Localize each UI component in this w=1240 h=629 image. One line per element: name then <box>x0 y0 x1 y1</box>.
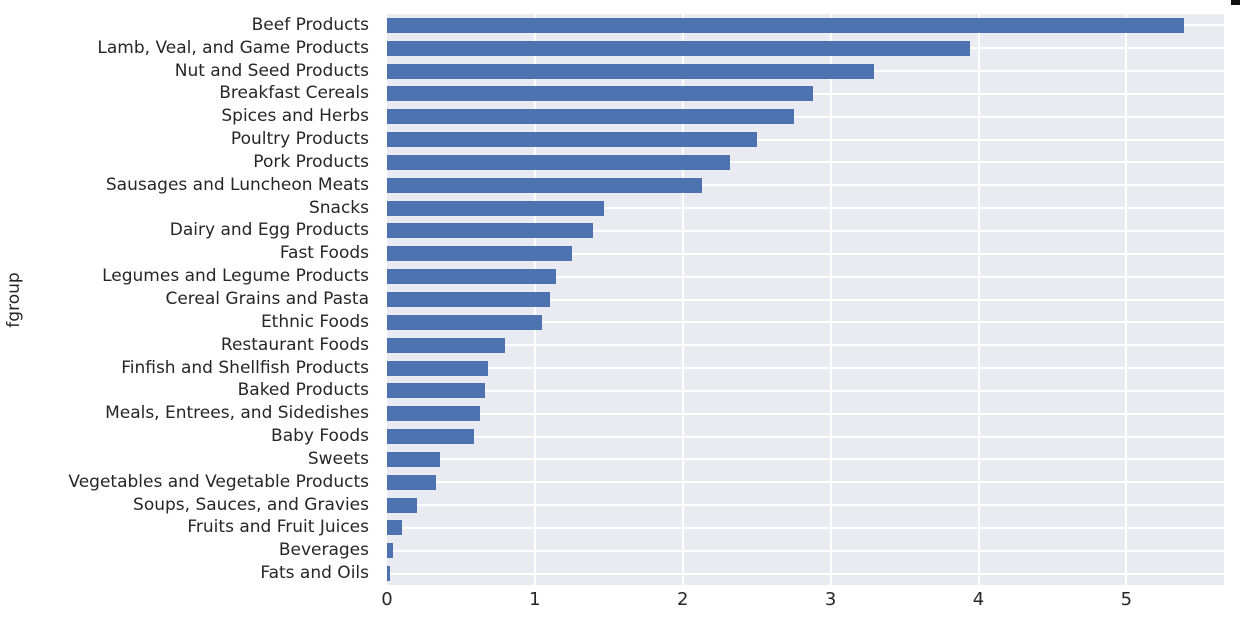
bar <box>387 200 605 216</box>
horizontal-gridline <box>387 367 1224 370</box>
x-axis: 0 1 2 3 4 5 <box>381 589 1224 617</box>
bar <box>387 474 436 490</box>
bar <box>387 497 417 513</box>
bar <box>387 223 593 239</box>
bar <box>387 109 794 125</box>
bar <box>387 383 485 399</box>
category-label: Beef Products <box>251 14 369 35</box>
horizontal-gridline <box>387 138 1224 141</box>
category-label: Lamb, Veal, and Game Products <box>97 37 369 58</box>
bar <box>387 86 813 102</box>
horizontal-gridline <box>387 504 1224 507</box>
bar <box>387 314 543 330</box>
horizontal-gridline <box>387 252 1224 255</box>
bar <box>387 269 556 285</box>
bar <box>387 337 506 353</box>
category-label: Cereal Grains and Pasta <box>165 289 369 309</box>
category-label: Fats and Oils <box>260 563 369 584</box>
horizontal-gridline <box>387 161 1224 164</box>
category-label: Vegetables and Vegetable Products <box>68 471 369 492</box>
category-label: Snacks <box>308 197 369 218</box>
x-tick-label: 5 <box>1120 589 1133 610</box>
category-label: Breakfast Cereals <box>219 83 369 104</box>
category-label: Fruits and Fruit Juices <box>187 517 369 538</box>
plot-area <box>387 14 1224 585</box>
horizontal-gridline <box>387 115 1224 118</box>
horizontal-gridline <box>387 572 1224 575</box>
category-label: Fast Foods <box>279 243 369 264</box>
horizontal-gridline <box>387 298 1224 301</box>
horizontal-gridline <box>387 481 1224 484</box>
category-label: Finfish and Shellfish Products <box>121 357 369 378</box>
bar <box>387 246 572 262</box>
category-label: Soups, Sauces, and Gravies <box>133 494 369 515</box>
category-label: Sausages and Luncheon Meats <box>105 174 369 195</box>
bar <box>387 566 390 582</box>
category-label: Spices and Herbs <box>221 106 369 127</box>
x-tick-label: 1 <box>529 589 541 610</box>
horizontal-gridline <box>387 526 1224 529</box>
horizontal-gridline <box>387 321 1224 324</box>
horizontal-gridline <box>387 207 1224 210</box>
bar <box>387 292 550 307</box>
x-tick-label: 3 <box>824 589 837 610</box>
x-tick-label: 0 <box>381 589 393 610</box>
bar <box>387 17 1185 33</box>
category-label: Restaurant Foods <box>220 334 369 355</box>
category-label: Nut and Seed Products <box>174 60 369 81</box>
horizontal-gridline <box>387 458 1224 461</box>
category-label: Legumes and Legume Products <box>102 266 369 287</box>
category-label: Meals, Entrees, and Sidedishes <box>105 403 369 424</box>
horizontal-gridline <box>387 389 1224 392</box>
horizontal-gridline <box>387 184 1224 187</box>
x-tick-label: 4 <box>972 589 985 610</box>
bar <box>387 360 488 376</box>
horizontal-gridline <box>387 412 1224 415</box>
horizontal-gridline <box>387 229 1224 232</box>
bar <box>387 132 757 148</box>
category-label: Ethnic Foods <box>260 311 369 332</box>
bar <box>387 40 970 56</box>
category-label: Dairy and Egg Products <box>169 220 369 241</box>
x-tick-label: 2 <box>677 589 689 610</box>
horizontal-gridline <box>387 435 1224 438</box>
category-label: Baby Foods <box>271 426 369 447</box>
bar <box>387 429 475 445</box>
category-label: Pork Products <box>253 151 369 172</box>
horizontal-gridline <box>387 344 1224 347</box>
bar <box>387 543 393 559</box>
category-label: Baked Products <box>237 380 369 401</box>
bar <box>387 177 702 193</box>
bar <box>387 451 441 467</box>
bar <box>387 406 481 422</box>
category-axis: Beef Products Lamb, Veal, and Game Produc… <box>0 14 378 585</box>
category-label: Sweets <box>307 448 369 469</box>
category-label: Poultry Products <box>230 129 369 150</box>
bar <box>387 154 731 170</box>
horizontal-gridline <box>387 275 1224 278</box>
cropped-text-artifact <box>1231 0 1240 5</box>
bar <box>387 63 874 79</box>
horizontal-gridline <box>387 549 1224 552</box>
category-label: Beverages <box>278 540 369 561</box>
bar <box>387 520 402 536</box>
